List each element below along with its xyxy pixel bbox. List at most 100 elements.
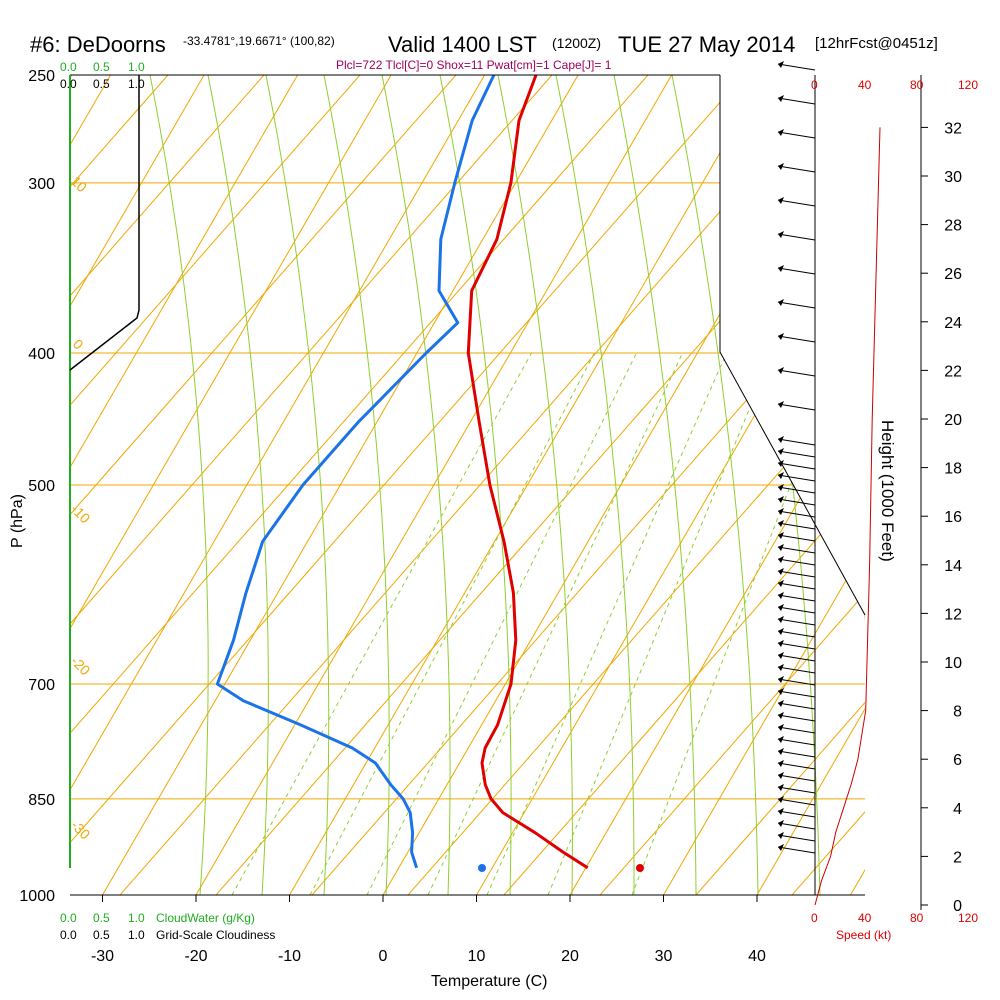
wind-barb-flag	[778, 628, 784, 635]
cl-bot-tick-2: 1.0	[128, 928, 145, 942]
wind-barb	[777, 664, 816, 674]
spacer	[810, 75, 1000, 895]
wind-barb-flag	[778, 640, 784, 647]
speed-top-tick-2: 80	[910, 78, 924, 92]
station-coords: -33.4781°,19.6671° (100,82)	[183, 34, 335, 48]
station-title: #6: DeDoorns	[30, 32, 166, 57]
dry-adiabat-orange	[70, 75, 649, 895]
wind-barb-shaft	[777, 97, 816, 105]
mixing-ratio-line	[427, 351, 684, 895]
wind-barb-shaft	[777, 582, 816, 590]
mixing-ratio-label: 5	[416, 900, 433, 914]
wind-barb	[777, 640, 816, 650]
wind-barb	[777, 520, 816, 530]
wind-barb	[777, 448, 816, 458]
wind-barb	[777, 844, 816, 854]
cloudiness-profile	[69, 75, 140, 371]
dry-adiabat-orange	[407, 75, 865, 895]
temperature-trace	[466, 75, 589, 870]
isotherm-label: 0	[70, 336, 87, 353]
wind-barb	[777, 784, 816, 794]
adiabat-line	[613, 75, 697, 895]
wind-barb-shaft	[777, 335, 816, 343]
wind-barb-flag	[778, 664, 784, 671]
cloud-water-top-ticks: 0.0 0.5 1.0 0.0 0.5 1.0	[60, 60, 145, 91]
pressure-tick-label: 300	[28, 176, 55, 193]
wind-barb-shaft	[777, 546, 816, 554]
wind-barb-flag	[778, 556, 784, 563]
height-tick-label: 10	[944, 655, 962, 672]
wind-barb	[777, 401, 816, 411]
y-axis-label: P (hPa)	[9, 494, 26, 548]
wind-barb	[777, 532, 816, 542]
wind-barb	[777, 676, 816, 686]
height-tick-label: 24	[944, 315, 962, 332]
spacer	[0, 75, 10, 895]
wind-barb-flag	[778, 496, 784, 503]
cl-top-tick-2: 1.0	[128, 77, 145, 91]
isotherm-label: 10	[743, 371, 765, 393]
wind-barb-flag	[778, 712, 784, 719]
wind-barb-shaft	[777, 810, 816, 818]
wind-barb-shaft	[777, 642, 816, 650]
wind-barb-shaft	[777, 558, 816, 566]
wind-barb-flag	[778, 568, 784, 575]
pressure-tick-label: 850	[28, 792, 55, 809]
wind-barb	[777, 460, 816, 470]
wind-barb-shaft	[777, 774, 816, 782]
plot-frame	[70, 74, 866, 896]
wind-barb-flag	[778, 808, 784, 815]
wind-barb-flag	[778, 832, 784, 839]
wind-barb-flag	[778, 652, 784, 659]
wind-barb-flag	[778, 299, 784, 306]
isotherm-line	[0, 75, 17, 895]
dewpoint-trace	[215, 75, 496, 869]
wind-barb-shaft	[777, 462, 816, 470]
wind-barb-flag	[778, 265, 784, 272]
utc-time: (1200Z)	[552, 35, 601, 51]
wind-barb-flag	[778, 676, 784, 683]
speed-bot-tick-1: 40	[858, 911, 872, 925]
wind-barb-flag	[778, 401, 784, 408]
mixing-ratio-line	[309, 351, 596, 895]
wind-barb	[777, 592, 816, 602]
mixing-ratio-label: 12	[536, 893, 556, 913]
dry-adiabat-orange	[70, 75, 265, 895]
dry-adiabat-orange	[70, 75, 457, 895]
isotherm-label: 0	[723, 235, 740, 252]
isotherm-line	[195, 75, 673, 895]
wind-barb-flag	[778, 520, 784, 527]
wind-barb-shaft	[777, 822, 816, 830]
isotherm-line	[70, 75, 299, 895]
wind-barb	[777, 808, 816, 818]
wind-barb-flag	[778, 95, 784, 102]
height-tick-label: 16	[944, 509, 962, 526]
height-tick-label: 2	[953, 849, 962, 866]
adiabat-line	[497, 75, 573, 895]
wind-barb-flag	[778, 61, 784, 68]
wind-barb-shaft	[777, 301, 816, 309]
wind-barb-shaft	[777, 570, 816, 578]
wind-barb-flag	[778, 616, 784, 623]
wind-barb	[777, 688, 816, 698]
wind-barb-shaft	[777, 606, 816, 614]
temperature-tick-label: 30	[655, 948, 673, 965]
mixing-ratio-label: 8	[475, 900, 492, 914]
dry-adiabat-orange	[70, 75, 745, 895]
temperature-tick-label: -10	[278, 948, 301, 965]
wind-barb-flag	[778, 580, 784, 587]
speed-profile-line	[814, 127, 881, 906]
adiabat-line	[381, 75, 451, 895]
isotherm-line	[850, 75, 865, 895]
wind-barb	[777, 712, 816, 722]
temperature-tick-label: 20	[561, 948, 579, 965]
wind-barb-shaft	[777, 474, 816, 482]
wind-barb-shaft	[777, 846, 816, 854]
wind-barb-flag	[778, 772, 784, 779]
mixing-ratio-line	[486, 351, 728, 895]
cw-bot-tick-2: 1.0	[128, 911, 145, 925]
valid-time: Valid 1400 LST	[388, 32, 537, 57]
isotherm-label: -10	[68, 501, 94, 527]
height-tick-label: 14	[944, 558, 962, 575]
